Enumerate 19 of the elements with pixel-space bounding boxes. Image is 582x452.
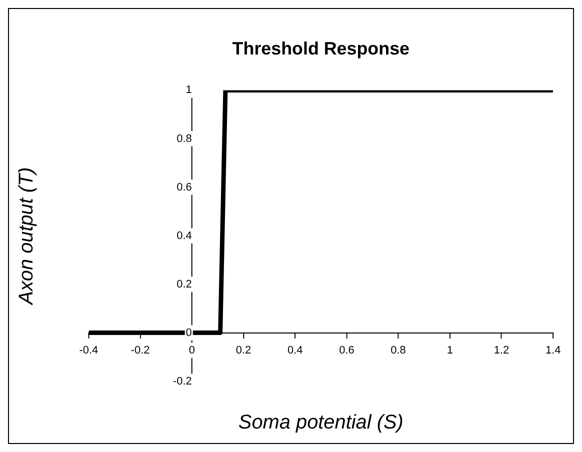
- y-tick-label: 0.8: [176, 132, 192, 145]
- y-tick-label: 0: [186, 326, 192, 339]
- x-tick-label: 1.4: [545, 344, 561, 356]
- x-tick-label: 1.2: [494, 344, 510, 356]
- chart-title: Threshold Response: [232, 38, 410, 59]
- x-tick-label: -0.2: [130, 344, 150, 356]
- x-tick-label: 0.6: [339, 344, 354, 356]
- x-axis-title: Soma potential (S): [238, 412, 404, 434]
- y-tick-label: 0.6: [176, 181, 192, 194]
- y-tick-label: 0.2: [176, 278, 192, 290]
- x-tick-label: -0.4: [79, 344, 98, 356]
- x-tick-label: 0.8: [390, 344, 406, 356]
- y-axis-title: Axon output (T): [15, 167, 38, 306]
- y-tick-label: 1: [186, 84, 192, 96]
- x-tick-label: 0.4: [287, 344, 303, 356]
- y-tick-label: -0.2: [173, 375, 192, 388]
- x-tick-label: 0.2: [236, 344, 252, 356]
- y-tick-label: 0.4: [176, 230, 192, 242]
- x-tick-label: 1: [446, 344, 453, 356]
